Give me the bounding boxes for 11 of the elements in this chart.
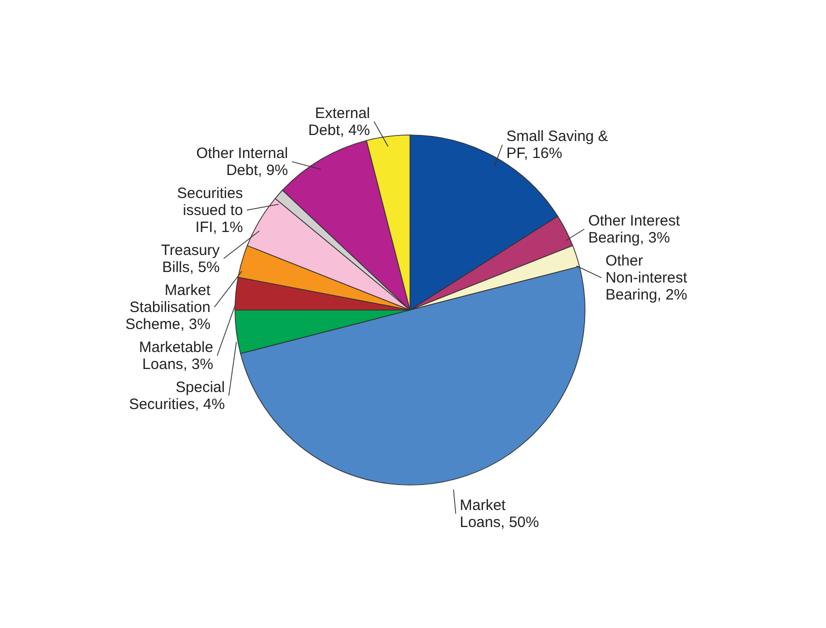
slice-label: External Debt, 4% xyxy=(308,105,370,140)
slice-label: Marketable Loans, 3% xyxy=(138,339,214,374)
slice-label: Other Internal Debt, 9% xyxy=(196,145,288,180)
slice-label: Small Saving & PF, 16% xyxy=(506,128,608,162)
slice-label: Other Non-interest Bearing, 2% xyxy=(605,252,688,304)
slice-label: Securities issued to IFI, 1% xyxy=(177,185,243,236)
slice-label: Special Securities, 4% xyxy=(128,379,225,414)
slice-label: Market Stabilisation Scheme, 3% xyxy=(125,282,212,334)
slice-label: Other Interest Bearing, 3% xyxy=(588,212,681,247)
slice-label: Market Loans, 50% xyxy=(460,497,539,532)
slice-label: Treasury Bills, 5% xyxy=(161,242,220,276)
